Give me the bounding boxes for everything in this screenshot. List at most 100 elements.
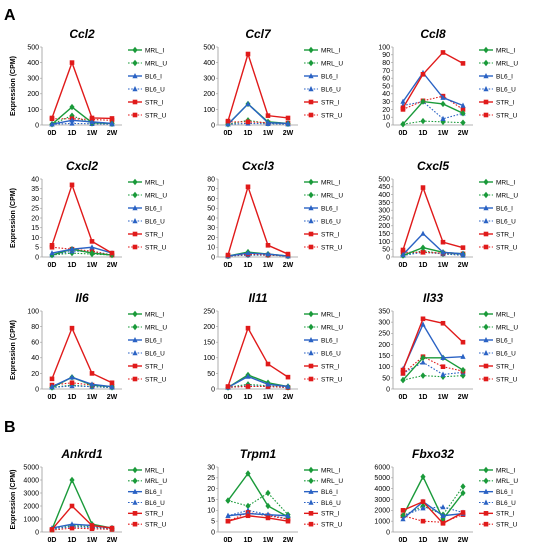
y-axis-label: Expression (CPM): [10, 320, 17, 380]
legend-label: BL6_I: [496, 73, 513, 80]
data-point-str-i: [420, 499, 426, 504]
y-tick-label: 300: [378, 320, 390, 327]
legend-marker: [308, 218, 314, 224]
legend-label: STR_I: [321, 231, 340, 238]
data-point-bl6-i: [69, 374, 75, 380]
x-tick-label: 0D: [224, 537, 233, 544]
legend-label: STR_U: [321, 112, 343, 119]
legend-marker: [483, 191, 489, 199]
data-point-mrl-i: [420, 244, 426, 251]
legend-label: MRL_I: [496, 179, 515, 186]
y-tick-label: 350: [378, 308, 390, 315]
series-line-mrl-u: [227, 492, 289, 516]
legend-marker: [132, 112, 138, 118]
data-point-bl6-i: [89, 381, 95, 387]
y-tick-label: 1000: [374, 519, 390, 526]
chart-title: Ccl7: [245, 27, 272, 41]
data-point-mrl-i: [225, 497, 231, 504]
legend-label: STR_U: [496, 376, 518, 383]
x-tick-label: 1W: [438, 130, 449, 137]
legend-marker: [308, 363, 314, 369]
legend-marker: [132, 477, 138, 485]
legend-label: BL6_I: [321, 205, 338, 212]
y-tick-label: 0: [35, 254, 39, 261]
y-tick-label: 350: [378, 200, 390, 207]
data-point-bl6-i: [265, 511, 271, 517]
data-point-bl6-i: [460, 353, 466, 359]
data-point-bl6-i: [69, 521, 75, 527]
legend-marker: [483, 488, 489, 494]
series-line-str-i: [227, 515, 289, 522]
y-tick-label: 40: [31, 355, 39, 362]
data-point-mrl-u: [460, 483, 466, 490]
y-tick-label: 40: [31, 176, 39, 183]
y-tick-label: 30: [382, 99, 390, 106]
legend-label: STR_U: [496, 521, 518, 528]
data-point-str-u: [69, 380, 75, 386]
legend-marker: [308, 86, 314, 92]
y-tick-label: 400: [27, 60, 39, 67]
x-tick-label: 2W: [283, 394, 294, 401]
data-point-bl6-i: [49, 383, 55, 389]
y-tick-label: 250: [378, 331, 390, 338]
legend-marker: [132, 205, 138, 211]
legend-marker: [132, 86, 138, 92]
chart-ccl7: Ccl7 0 100 200 300 400 500 0D 1D 1W 2W MRL_I MRL_U BL…: [203, 27, 343, 137]
series-line-str-i: [51, 60, 113, 120]
y-tick-label: 200: [203, 324, 215, 331]
legend-marker: [132, 178, 138, 186]
x-tick-label: 2W: [107, 130, 118, 137]
legend-marker: [132, 231, 138, 237]
data-point-str-u: [440, 364, 446, 370]
legend-marker: [132, 499, 138, 505]
legend-marker: [483, 363, 489, 369]
y-tick-label: 150: [378, 353, 390, 360]
legend-label: BL6_U: [496, 218, 516, 225]
y-tick-label: 4000: [23, 477, 39, 484]
data-point-mrl-i: [69, 103, 75, 111]
series-line-mrl-i: [402, 100, 464, 125]
legend-marker: [483, 323, 489, 331]
legend-marker: [483, 73, 489, 79]
data-point-str-i: [265, 515, 271, 521]
x-tick-label: 2W: [458, 130, 469, 137]
legend-label: MRL_I: [145, 467, 164, 474]
legend-marker: [483, 218, 489, 224]
legend-marker: [308, 350, 314, 356]
y-tick-label: 60: [382, 76, 390, 83]
y-tick-label: 5000: [23, 464, 39, 471]
y-tick-label: 20: [31, 215, 39, 222]
chart-ankrd1: Ankrd1 Expression (CPM) 0 1000 2000 3000 4000 5…: [10, 447, 167, 544]
legend-label: BL6_I: [321, 489, 338, 496]
legend-marker: [308, 205, 314, 211]
y-tick-label: 80: [207, 176, 215, 183]
x-tick-label: 1D: [68, 130, 77, 137]
legend-label: BL6_U: [145, 218, 165, 225]
data-point-bl6-i: [460, 102, 466, 108]
legend-marker: [132, 350, 138, 356]
legend-label: MRL_U: [496, 60, 518, 67]
y-tick-label: 70: [382, 68, 390, 75]
legend-label: STR_I: [321, 511, 340, 518]
legend-marker: [308, 73, 314, 79]
data-point-bl6-i: [265, 381, 271, 387]
data-point-bl6-u: [440, 115, 446, 121]
data-point-bl6-i: [245, 100, 251, 107]
legend-marker: [308, 244, 314, 250]
series-line-mrl-i: [51, 478, 113, 530]
legend-label: STR_I: [321, 99, 340, 106]
data-point-str-i: [420, 316, 426, 322]
legend-marker: [483, 205, 489, 211]
x-tick-label: 0D: [48, 394, 57, 401]
y-tick-label: 100: [27, 308, 39, 315]
legend-marker: [132, 511, 138, 516]
chart-title: Cxcl5: [417, 159, 449, 173]
legend-label: MRL_U: [496, 324, 518, 331]
chart-title: Trpm1: [240, 447, 277, 461]
legend-label: STR_U: [496, 112, 518, 119]
y-tick-label: 30: [207, 225, 215, 232]
legend-label: BL6_U: [496, 350, 516, 357]
y-tick-label: 15: [31, 225, 39, 232]
